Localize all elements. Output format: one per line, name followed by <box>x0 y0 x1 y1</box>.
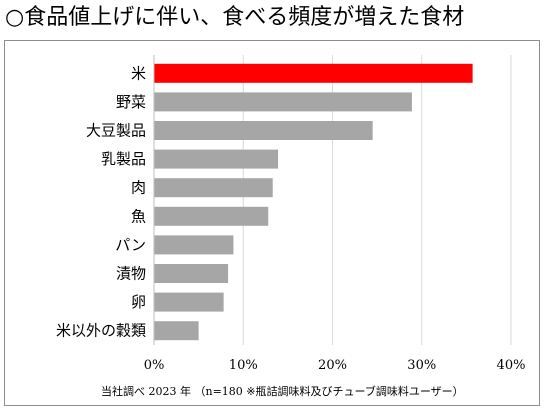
bar-2 <box>154 121 373 140</box>
chart-frame: 米野菜大豆製品乳製品肉魚パン漬物卵米以外の穀類 0% 10% 20% 30% 40% 当社調… <box>4 40 540 406</box>
category-label-7: 漬物 <box>116 265 146 283</box>
bar-6 <box>154 235 234 255</box>
x-tick-label-3: 30% <box>407 358 436 373</box>
bar-4 <box>154 178 273 198</box>
category-label-0: 米 <box>131 64 146 82</box>
category-label-3: 乳製品 <box>101 150 146 168</box>
category-label-4: 肉 <box>131 179 146 197</box>
x-tick-label-1: 10% <box>229 358 258 373</box>
bar-1 <box>154 92 412 112</box>
category-label-8: 卵 <box>131 293 146 311</box>
x-tick-label-2: 20% <box>318 358 347 373</box>
x-tick-label-0: 0% <box>144 358 165 373</box>
category-label-6: パン <box>115 236 146 254</box>
category-label-1: 野菜 <box>116 93 146 111</box>
bar-7 <box>154 264 229 283</box>
bar-8 <box>154 292 224 312</box>
page-title: ○食品値上げに伴い、食べる頻度が増えた食材 <box>5 5 465 30</box>
category-label-9: 米以外の穀類 <box>56 322 146 340</box>
bar-5 <box>154 206 269 226</box>
bar-0 <box>154 63 473 83</box>
category-label-5: 魚 <box>131 207 146 225</box>
bar-3 <box>154 149 279 169</box>
x-tick-label-4: 40% <box>497 358 526 373</box>
bar-9 <box>154 321 199 341</box>
category-label-2: 大豆製品 <box>86 122 146 140</box>
chart-note: 当社調べ 2023 年 （n=180 ※瓶詰調味料及びチューブ調味料ユーザー） <box>101 384 464 398</box>
